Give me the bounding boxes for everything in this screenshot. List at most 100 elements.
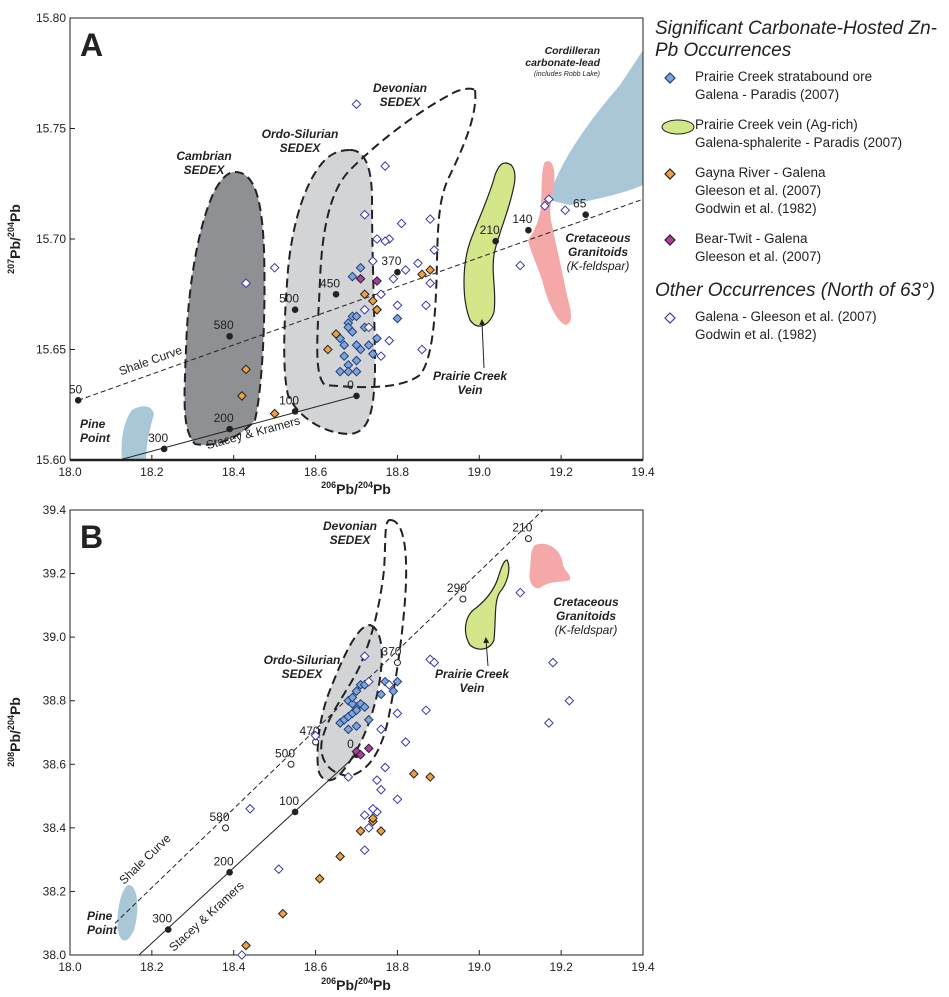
curve-age-label: 500: [279, 292, 299, 306]
pine-point-label-b: Pine Point: [87, 909, 118, 937]
data-point-diamond: [236, 391, 247, 401]
data-point-diamond: [269, 262, 280, 273]
legend-ellipse-icon: [661, 119, 695, 135]
data-point-diamond: [367, 256, 378, 267]
curve-age-marker: [353, 392, 360, 400]
data-point-diamond: [388, 686, 399, 697]
data-point-diamond: [400, 265, 411, 275]
curve-age-marker: [222, 824, 230, 832]
data-point-diamond: [351, 311, 362, 322]
data-point-diamond: [376, 289, 386, 300]
data-point-diamond: [363, 743, 374, 754]
cambrian-sedex-label: Cambrian SEDEX: [176, 149, 231, 177]
data-point-diamond: [384, 679, 395, 690]
data-point-diamond: [515, 587, 526, 598]
data-point-diamond: [363, 714, 374, 725]
data-point-diamond: [351, 686, 362, 697]
legend-diamond-icon: [664, 312, 676, 324]
ordo-silurian-sedex-label-b: Ordo-Silurian SEDEX: [264, 653, 341, 681]
data-point-diamond: [339, 351, 350, 362]
data-point-diamond: [543, 194, 554, 205]
data-point-diamond: [376, 724, 386, 735]
y-tick-label: 39.4: [43, 503, 67, 517]
data-point-diamond: [367, 349, 378, 359]
curve-age-label: 0: [347, 378, 354, 392]
legend-item-line: Prairie Creek stratabound ore: [695, 69, 873, 84]
cretaceous-granitoids-label: Cretaceous Granitoids (K-feldspar): [565, 231, 631, 273]
panel-a: 18.0 18.2 18.4 18.6 18.8 19.0 19.2 19.4 15.60 15.…: [6, 11, 655, 497]
shale-curve-label: Shale Curve: [117, 343, 184, 378]
panel-b: 18.0 18.2 18.4 18.6 18.8 19.0 19.2 19.4 38.0 38.2…: [6, 503, 655, 993]
shale-curve: [114, 510, 544, 924]
data-point-diamond: [359, 702, 370, 712]
legend-item-line: Gleeson et al. (2007): [695, 183, 822, 198]
x-tick-label: 18.0: [58, 960, 82, 974]
data-point-diamond: [376, 826, 386, 836]
data-point-diamond: [429, 245, 440, 255]
curve-age-label: 100: [279, 393, 299, 407]
data-point-diamond: [548, 657, 558, 668]
curve-age-marker: [393, 659, 401, 667]
x-tick-label: 18.6: [304, 465, 328, 479]
curve-age-marker: [394, 268, 401, 276]
legend-items-other: Galena - Gleeson et al. (2007) Godwin et …: [655, 308, 945, 344]
data-point-diamond: [355, 344, 366, 355]
data-point-diamond: [363, 676, 374, 687]
prairie-creek-vein-field-b: [464, 559, 510, 650]
data-point-diamond: [363, 340, 374, 350]
x-tick-label: 18.4: [222, 960, 246, 974]
data-point-diamond: [310, 730, 321, 741]
legend-heading-significant: Significant Carbonate-Hosted Zn-Pb Occur…: [655, 18, 937, 61]
y-tick-label: 38.4: [43, 821, 67, 835]
data-point-diamond: [269, 408, 280, 419]
data-point-diamond: [236, 950, 247, 960]
data-point-diamond: [392, 313, 403, 324]
data-point-diamond: [355, 698, 366, 709]
curve-age-marker: [226, 869, 233, 876]
cretaceous-granitoids-field-b: [529, 543, 571, 589]
legend-item-line: Godwin et al. (1982): [695, 201, 817, 216]
legend-diamond-icon: [664, 234, 676, 246]
data-point-diamond: [372, 234, 382, 244]
prairie-creek-vein-label-b: Prairie Creek Vein: [435, 667, 510, 695]
devonian-sedex-label: Devonian SEDEX: [373, 81, 427, 109]
prairie-creek-vein-label: Prairie Creek Vein: [433, 369, 508, 397]
data-point-diamond: [380, 762, 391, 773]
curve-age-marker: [291, 306, 299, 314]
data-point-diamond: [367, 813, 378, 824]
curve-age-marker: [524, 535, 532, 543]
curve-age-marker: [459, 595, 467, 603]
data-point-diamond: [372, 304, 382, 315]
legend-item-line: Gayna River - Galena: [695, 165, 826, 180]
data-point-diamond: [372, 333, 382, 344]
data-point-diamond: [351, 721, 362, 732]
data-point-diamond: [343, 322, 354, 333]
panel-a-letter: A: [80, 27, 103, 63]
data-point-diamond: [241, 940, 251, 951]
data-point-diamond: [351, 99, 362, 110]
cordilleran-field: [548, 50, 643, 205]
x-tick-label: 19.2: [549, 960, 573, 974]
data-point-diamond: [355, 262, 366, 273]
data-point-diamond: [322, 344, 333, 355]
data-point-diamond: [351, 355, 362, 366]
data-point-diamond: [392, 708, 403, 719]
data-point-diamond: [425, 772, 436, 782]
data-point-diamond: [380, 161, 391, 171]
legend-diamond-icon: [664, 168, 676, 180]
x-tick-label: 19.4: [631, 465, 655, 479]
pine-point-field: [121, 406, 154, 460]
panel-a-points: [236, 99, 571, 419]
y-tick-label: 38.0: [43, 948, 67, 962]
data-point-diamond: [359, 651, 370, 662]
y-tick-label: 39.0: [43, 630, 67, 644]
curve-age-marker: [332, 290, 340, 298]
curve-age-marker: [291, 408, 299, 415]
curve-age-marker: [287, 760, 295, 768]
legend-item-line: Galena - Paradis (2007): [695, 87, 840, 102]
prairie-creek-vein-field: [463, 162, 516, 327]
data-point-diamond: [392, 676, 403, 687]
curve-age-label: 300: [152, 912, 172, 926]
panel-b-frame: [69, 509, 644, 956]
curve-age-label: 140: [512, 212, 532, 226]
